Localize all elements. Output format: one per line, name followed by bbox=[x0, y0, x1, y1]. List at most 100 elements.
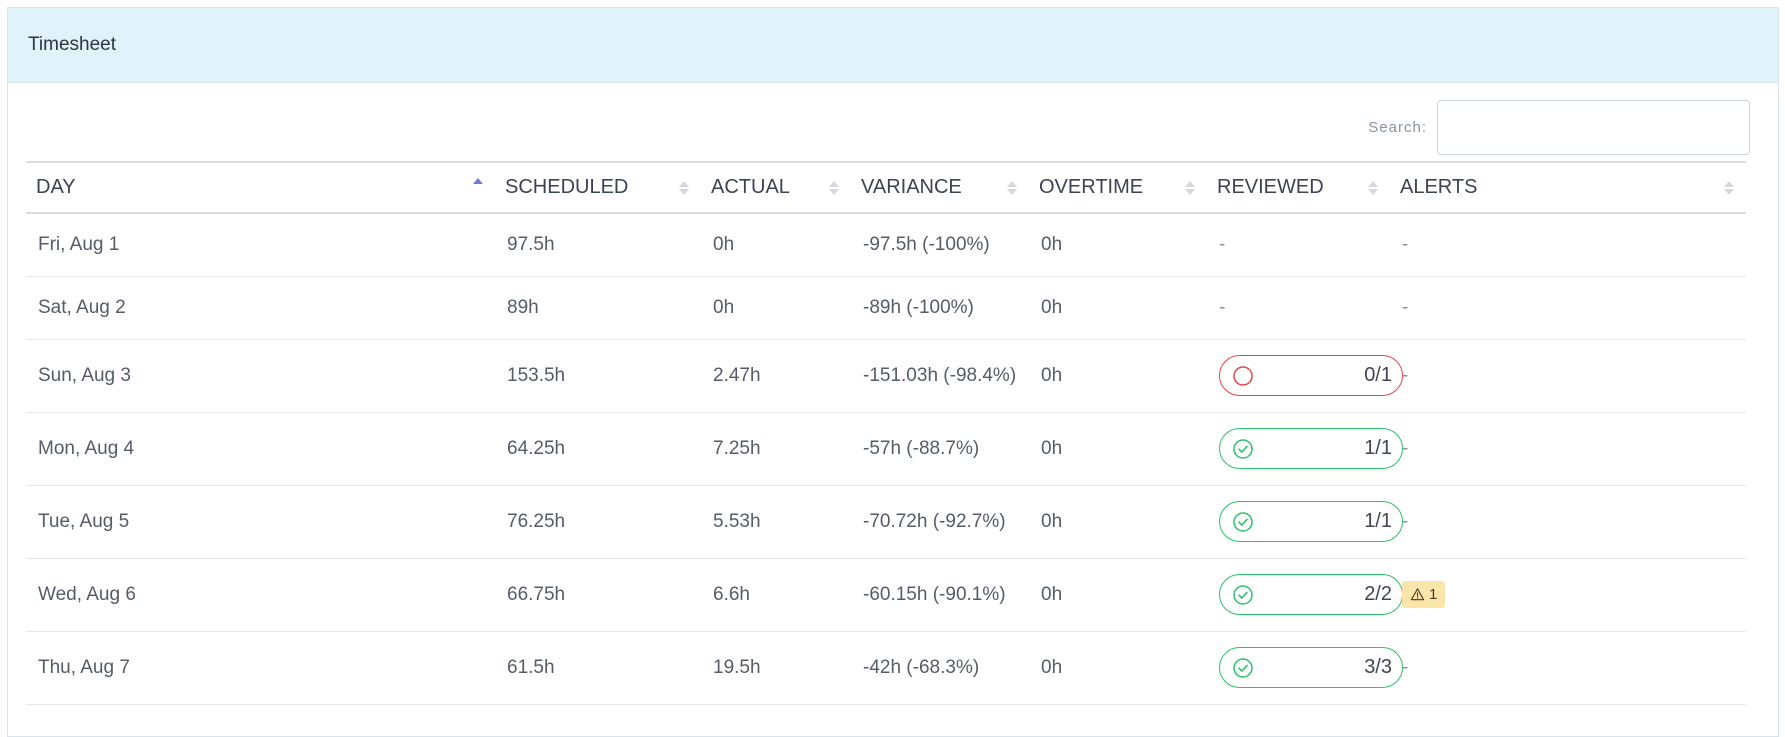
column-header-label: ALERTS bbox=[1400, 176, 1478, 198]
cell-variance: -89h (-100%) bbox=[851, 276, 1029, 340]
column-header-alerts[interactable]: ALERTS bbox=[1390, 161, 1746, 214]
sort-icon bbox=[1185, 180, 1195, 195]
cell-scheduled: 64.25h bbox=[495, 412, 701, 486]
cell-reviewed: 1/1 bbox=[1207, 412, 1403, 486]
sort-icon bbox=[679, 180, 689, 195]
cell-variance: -97.5h (-100%) bbox=[851, 213, 1029, 277]
cell-overtime: 0h bbox=[1029, 485, 1207, 559]
cell-day: Wed, Aug 6 bbox=[26, 558, 495, 632]
cell-alerts: 1 bbox=[1390, 558, 1746, 632]
warning-icon bbox=[1410, 588, 1425, 601]
cell-alerts: - bbox=[1390, 213, 1746, 277]
cell-alerts: - bbox=[1390, 631, 1746, 705]
cell-reviewed: 2/2 bbox=[1207, 558, 1403, 632]
table-row: Sun, Aug 3 153.5h 2.47h -151.03h (-98.4%… bbox=[26, 339, 1746, 413]
column-header-scheduled[interactable]: SCHEDULED bbox=[495, 161, 701, 214]
cell-overtime: 0h bbox=[1029, 339, 1207, 413]
table-row: Tue, Aug 5 76.25h 5.53h -70.72h (-92.7%)… bbox=[26, 485, 1746, 559]
cell-day: Thu, Aug 7 bbox=[26, 631, 495, 705]
cell-scheduled: 153.5h bbox=[495, 339, 701, 413]
cell-reviewed: 1/1 bbox=[1207, 485, 1403, 559]
reviewed-count: 2/2 bbox=[1364, 583, 1392, 605]
sort-icon bbox=[1007, 180, 1017, 195]
column-header-label: DAY bbox=[36, 176, 76, 198]
cell-actual: 7.25h bbox=[701, 412, 851, 486]
reviewed-status-pill[interactable]: 1/1 bbox=[1219, 501, 1403, 542]
table-row: Mon, Aug 4 64.25h 7.25h -57h (-88.7%) 0h… bbox=[26, 412, 1746, 486]
sort-icon bbox=[1724, 180, 1734, 195]
cell-alerts: - bbox=[1390, 276, 1746, 340]
cell-variance: -57h (-88.7%) bbox=[851, 412, 1029, 486]
reviewed-count: 1/1 bbox=[1364, 437, 1392, 459]
alert-count: 1 bbox=[1429, 586, 1438, 603]
panel-title: Timesheet bbox=[28, 34, 116, 55]
cell-actual: 19.5h bbox=[701, 631, 851, 705]
check-circle-icon bbox=[1233, 657, 1253, 678]
cell-overtime: 0h bbox=[1029, 558, 1207, 632]
reviewed-status-pill[interactable]: 1/1 bbox=[1219, 428, 1403, 469]
cell-actual: 0h bbox=[701, 276, 851, 340]
reviewed-count: 1/1 bbox=[1364, 510, 1392, 532]
cell-reviewed: 3/3 bbox=[1207, 631, 1403, 705]
table-row: Fri, Aug 1 97.5h 0h -97.5h (-100%) 0h - … bbox=[26, 213, 1746, 277]
sort-icon bbox=[829, 180, 839, 195]
column-header-label: SCHEDULED bbox=[505, 176, 629, 198]
cell-overtime: 0h bbox=[1029, 412, 1207, 486]
search-bar: Search: bbox=[1368, 100, 1750, 155]
column-header-actual[interactable]: ACTUAL bbox=[701, 161, 851, 214]
cell-overtime: 0h bbox=[1029, 213, 1207, 277]
cell-day: Sat, Aug 2 bbox=[26, 276, 495, 340]
reviewed-status-pill[interactable]: 0/1 bbox=[1219, 355, 1403, 396]
reviewed-status-pill[interactable]: 2/2 bbox=[1219, 574, 1403, 615]
cell-variance: -42h (-68.3%) bbox=[851, 631, 1029, 705]
cell-overtime: 0h bbox=[1029, 276, 1207, 340]
cell-actual: 2.47h bbox=[701, 339, 851, 413]
column-header-reviewed[interactable]: REVIEWED bbox=[1207, 161, 1390, 214]
search-label: Search: bbox=[1368, 119, 1427, 136]
panel-header: Timesheet bbox=[8, 8, 1778, 83]
cell-day: Tue, Aug 5 bbox=[26, 485, 495, 559]
cell-variance: -60.15h (-90.1%) bbox=[851, 558, 1029, 632]
cell-actual: 0h bbox=[701, 213, 851, 277]
cell-scheduled: 97.5h bbox=[495, 213, 701, 277]
cell-day: Mon, Aug 4 bbox=[26, 412, 495, 486]
cell-reviewed: - bbox=[1207, 213, 1390, 277]
table-header-row: DAY SCHEDULED ACTUAL VARIANCE OVERTIME R… bbox=[26, 161, 1746, 214]
column-header-day[interactable]: DAY bbox=[26, 161, 495, 214]
column-header-label: REVIEWED bbox=[1217, 176, 1324, 198]
column-header-label: VARIANCE bbox=[861, 176, 962, 198]
check-circle-icon bbox=[1233, 438, 1253, 459]
search-input[interactable] bbox=[1437, 100, 1750, 155]
reviewed-count: 3/3 bbox=[1364, 656, 1392, 678]
sort-asc-icon bbox=[473, 178, 483, 192]
check-circle-icon bbox=[1233, 511, 1253, 532]
cell-alerts: - bbox=[1390, 412, 1746, 486]
cell-variance: -70.72h (-92.7%) bbox=[851, 485, 1029, 559]
column-header-label: ACTUAL bbox=[711, 176, 790, 198]
timesheet-table: DAY SCHEDULED ACTUAL VARIANCE OVERTIME R… bbox=[26, 161, 1746, 705]
column-header-overtime[interactable]: OVERTIME bbox=[1029, 161, 1207, 214]
cell-day: Sun, Aug 3 bbox=[26, 339, 495, 413]
empty-circle-icon bbox=[1233, 365, 1253, 386]
cell-overtime: 0h bbox=[1029, 631, 1207, 705]
table-row: Thu, Aug 7 61.5h 19.5h -42h (-68.3%) 0h … bbox=[26, 631, 1746, 705]
alert-badge[interactable]: 1 bbox=[1402, 581, 1446, 608]
reviewed-count: 0/1 bbox=[1364, 364, 1392, 386]
cell-reviewed: - bbox=[1207, 276, 1390, 340]
column-header-label: OVERTIME bbox=[1039, 176, 1144, 198]
check-circle-icon bbox=[1233, 584, 1253, 605]
sort-icon bbox=[1368, 180, 1378, 195]
cell-actual: 6.6h bbox=[701, 558, 851, 632]
cell-reviewed: 0/1 bbox=[1207, 339, 1403, 413]
cell-variance: -151.03h (-98.4%) bbox=[851, 339, 1029, 413]
table-row: Wed, Aug 6 66.75h 6.6h -60.15h (-90.1%) … bbox=[26, 558, 1746, 632]
cell-scheduled: 89h bbox=[495, 276, 701, 340]
reviewed-status-pill[interactable]: 3/3 bbox=[1219, 647, 1403, 688]
cell-actual: 5.53h bbox=[701, 485, 851, 559]
table-row: Sat, Aug 2 89h 0h -89h (-100%) 0h - - bbox=[26, 276, 1746, 340]
cell-alerts: - bbox=[1390, 485, 1746, 559]
column-header-variance[interactable]: VARIANCE bbox=[851, 161, 1029, 214]
cell-scheduled: 66.75h bbox=[495, 558, 701, 632]
cell-scheduled: 76.25h bbox=[495, 485, 701, 559]
cell-day: Fri, Aug 1 bbox=[26, 213, 495, 277]
